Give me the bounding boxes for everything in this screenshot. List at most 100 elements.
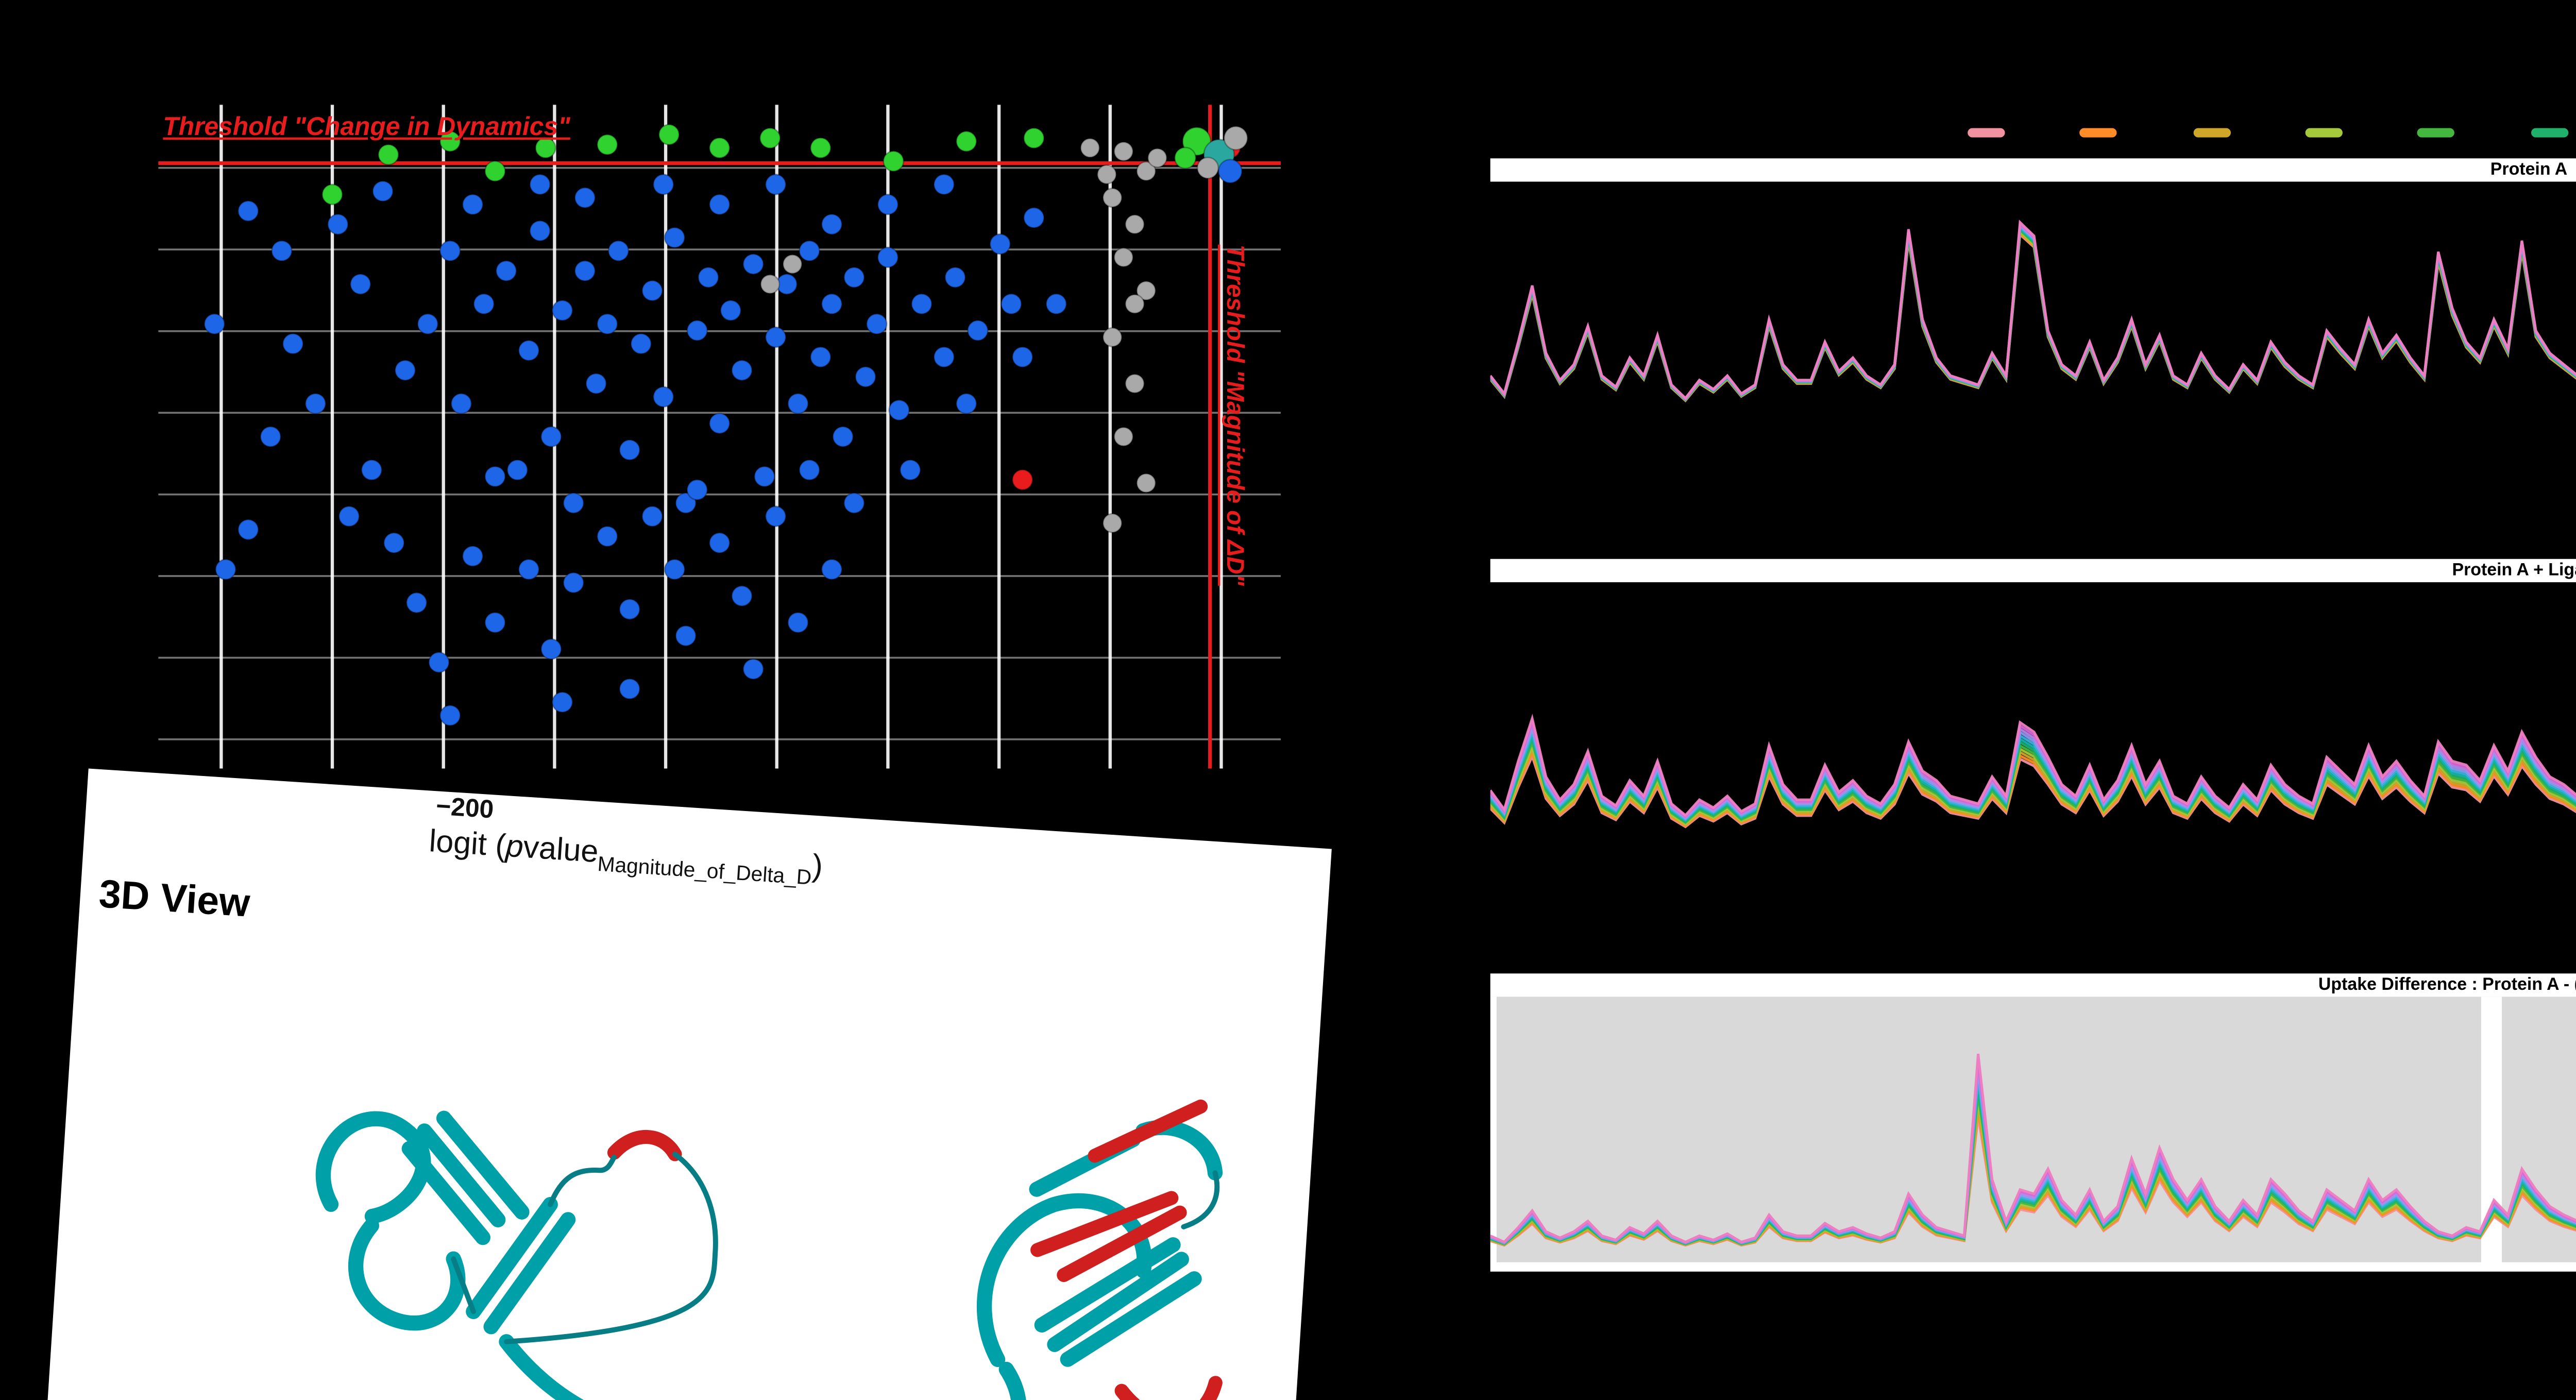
- scatter-point[interactable]: [535, 137, 556, 159]
- scatter-point[interactable]: [1023, 127, 1045, 149]
- scatter-point[interactable]: [821, 213, 843, 235]
- scatter-point[interactable]: [378, 144, 399, 165]
- scatter-point[interactable]: [372, 180, 394, 202]
- scatter-point[interactable]: [282, 333, 304, 355]
- scatter-point[interactable]: [855, 366, 876, 388]
- scatter-point[interactable]: [462, 194, 484, 215]
- scatter-point[interactable]: [1125, 373, 1145, 394]
- scatter-point[interactable]: [955, 393, 977, 415]
- scatter-point[interactable]: [439, 130, 461, 153]
- scatter-point[interactable]: [708, 412, 731, 434]
- scatter-point[interactable]: [529, 220, 551, 242]
- scatter-point[interactable]: [304, 393, 327, 415]
- scatter-point-cluster[interactable]: [1182, 126, 1212, 156]
- scatter-point[interactable]: [238, 519, 259, 541]
- volcano-scatter[interactable]: [158, 105, 1281, 769]
- scatter-point[interactable]: [765, 326, 787, 348]
- scatter-point[interactable]: [563, 572, 585, 594]
- scatter-point[interactable]: [439, 240, 461, 262]
- scatter-point[interactable]: [1045, 293, 1067, 315]
- scatter-point[interactable]: [765, 174, 787, 195]
- scatter-point[interactable]: [518, 340, 540, 362]
- scatter-point[interactable]: [630, 333, 652, 355]
- scatter-point[interactable]: [821, 293, 843, 315]
- scatter-point[interactable]: [708, 137, 731, 159]
- scatter-point[interactable]: [1102, 327, 1123, 347]
- scatter-point[interactable]: [518, 559, 540, 580]
- scatter-point[interactable]: [787, 393, 809, 415]
- scatter-point[interactable]: [405, 592, 428, 614]
- scatter-point[interactable]: [686, 479, 708, 501]
- scatter-point[interactable]: [944, 266, 966, 289]
- scatter-point[interactable]: [652, 386, 674, 408]
- uptake-chart-protein-a[interactable]: [1490, 182, 2576, 545]
- scatter-point[interactable]: [204, 313, 226, 335]
- scatter-point[interactable]: [675, 492, 697, 514]
- scatter-point[interactable]: [955, 130, 977, 153]
- scatter-point[interactable]: [664, 559, 686, 580]
- scatter-point[interactable]: [596, 133, 618, 156]
- scatter-point[interactable]: [529, 174, 551, 195]
- scatter-point[interactable]: [1136, 473, 1157, 493]
- scatter-point[interactable]: [1096, 164, 1117, 184]
- scatter-point[interactable]: [1011, 346, 1033, 368]
- scatter-point[interactable]: [271, 240, 293, 262]
- scatter-point[interactable]: [821, 559, 843, 580]
- scatter-point[interactable]: [450, 393, 472, 415]
- legend-dash[interactable]: [2531, 128, 2568, 137]
- scatter-point[interactable]: [759, 127, 781, 149]
- scatter-point[interactable]: [641, 505, 663, 527]
- scatter-point[interactable]: [832, 426, 854, 448]
- scatter-point[interactable]: [1102, 513, 1123, 533]
- scatter-point[interactable]: [1125, 214, 1145, 234]
- scatter-point[interactable]: [495, 260, 517, 282]
- scatter-point[interactable]: [843, 492, 865, 514]
- uptake-difference-chart[interactable]: [1490, 997, 2576, 1272]
- scatter-point[interactable]: [754, 465, 775, 487]
- scatter-point[interactable]: [877, 194, 899, 215]
- scatter-point[interactable]: [321, 183, 343, 206]
- scatter-point[interactable]: [361, 459, 383, 481]
- scatter-point[interactable]: [888, 399, 910, 421]
- scatter-point[interactable]: [484, 160, 506, 182]
- scatter-point[interactable]: [1011, 469, 1033, 491]
- scatter-point[interactable]: [1102, 188, 1123, 208]
- scatter-point[interactable]: [1147, 148, 1167, 168]
- scatter-point[interactable]: [619, 678, 640, 700]
- scatter-point[interactable]: [473, 293, 495, 315]
- scatter-point[interactable]: [574, 187, 596, 209]
- scatter-point[interactable]: [1136, 280, 1157, 301]
- scatter-point[interactable]: [428, 651, 450, 673]
- scatter-point[interactable]: [1113, 247, 1134, 267]
- scatter-point[interactable]: [215, 559, 236, 580]
- scatter-point[interactable]: [506, 459, 529, 481]
- scatter-point-cluster[interactable]: [1217, 159, 1243, 184]
- scatter-point[interactable]: [866, 313, 888, 335]
- scatter-point[interactable]: [658, 124, 680, 146]
- scatter-point[interactable]: [619, 439, 640, 461]
- scatter-point[interactable]: [742, 253, 764, 275]
- scatter-point[interactable]: [417, 313, 439, 335]
- scatter-point[interactable]: [238, 200, 259, 222]
- scatter-point[interactable]: [484, 465, 506, 487]
- scatter-point[interactable]: [899, 459, 921, 481]
- scatter-point[interactable]: [664, 227, 686, 248]
- legend-dash[interactable]: [1968, 128, 2005, 137]
- scatter-point[interactable]: [327, 213, 349, 235]
- scatter-point[interactable]: [799, 240, 820, 262]
- scatter-point-cluster[interactable]: [1223, 126, 1248, 150]
- scatter-point[interactable]: [731, 359, 753, 381]
- scatter-point[interactable]: [760, 274, 781, 294]
- scatter-point[interactable]: [1113, 141, 1134, 162]
- scatter-point[interactable]: [1023, 207, 1045, 229]
- scatter-point[interactable]: [742, 658, 764, 680]
- scatter-point[interactable]: [686, 319, 708, 342]
- scatter-point[interactable]: [540, 638, 562, 660]
- protein-structure[interactable]: [114, 917, 1264, 1400]
- scatter-point[interactable]: [1001, 293, 1022, 315]
- scatter-point[interactable]: [787, 612, 809, 633]
- scatter-point[interactable]: [809, 346, 832, 368]
- scatter-point[interactable]: [933, 174, 955, 195]
- scatter-point[interactable]: [708, 194, 731, 215]
- scatter-point[interactable]: [260, 426, 281, 448]
